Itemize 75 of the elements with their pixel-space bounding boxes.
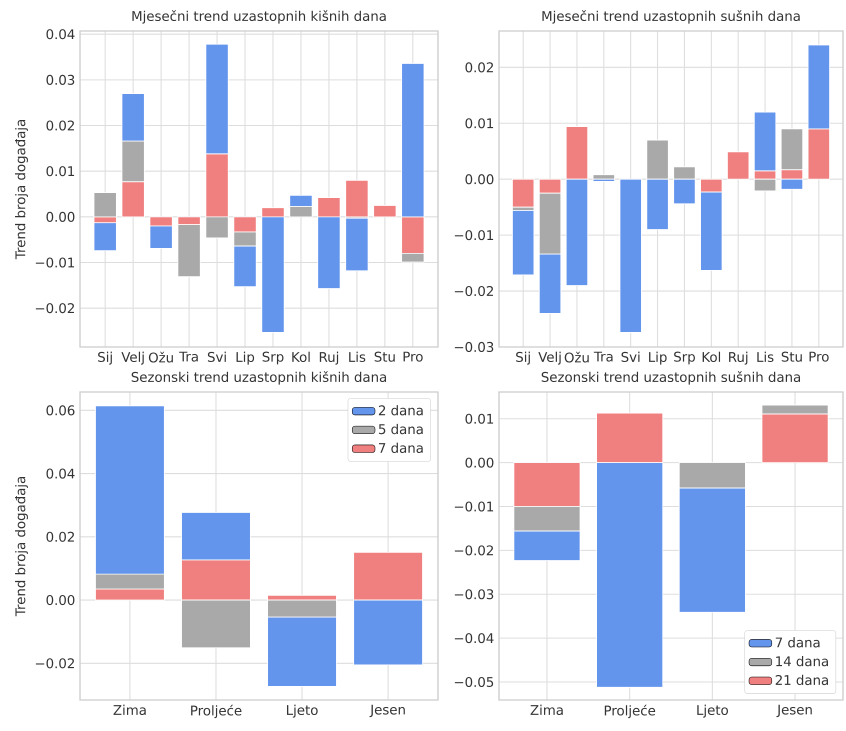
x-tick-label: Velj — [121, 352, 144, 365]
x-tick-label: Stu — [782, 352, 802, 362]
bar — [727, 151, 750, 180]
x-tick-label: Zima — [530, 704, 563, 716]
bar — [592, 178, 615, 182]
bar — [620, 178, 642, 333]
y-tick-label: 0.00 — [465, 458, 494, 468]
y-tick-label: 0.04 — [46, 468, 75, 479]
y-tick-label: 0.00 — [46, 595, 74, 606]
x-tick-label: Ožu — [564, 352, 589, 363]
x-tick-label: Svi — [208, 352, 226, 362]
bar — [512, 178, 534, 208]
legend-label: 2 dana — [378, 405, 423, 416]
x-tick-label: Ljeto — [697, 704, 728, 718]
y-tick-label: −0.04 — [454, 633, 494, 644]
chart-title: Sezonski trend uzastopnih kišnih dana — [132, 371, 386, 385]
chart-title: Mjesečni trend uzastopnih sušnih dana — [542, 10, 800, 24]
y-tick-label: 0.02 — [46, 532, 74, 542]
x-tick-label: Ruj — [320, 352, 338, 365]
y-tick-label: −0.02 — [454, 545, 493, 556]
x-tick-label: Pro — [810, 352, 829, 362]
chart-title: Mjesečni trend uzastopnih kišnih dana — [132, 10, 386, 24]
x-tick-label: Tra — [594, 352, 613, 362]
x-tick-label: Proljeće — [191, 704, 242, 718]
y-tick-label: 0.02 — [46, 120, 74, 131]
y-tick-label: 0.01 — [465, 118, 494, 128]
y-axis-title: Trend broja događaja — [15, 120, 28, 260]
x-tick-label: Ruj — [729, 352, 748, 365]
y-tick-label: −0.03 — [454, 589, 494, 600]
x-tick-label: Ožu — [148, 352, 173, 363]
x-tick-label: Jesen — [370, 704, 405, 718]
legend-label: 7 dana — [379, 442, 423, 453]
x-tick-label: Proljeće — [604, 704, 656, 718]
x-tick-label: Lip — [236, 352, 254, 365]
x-tick-label: Kol — [702, 352, 720, 362]
y-tick-label: −0.05 — [454, 676, 494, 688]
y-tick-label: 0.00 — [465, 174, 494, 184]
x-tick-label: Zima — [114, 704, 146, 716]
x-tick-label: Sij — [98, 352, 112, 365]
y-tick-label: 0.01 — [465, 414, 494, 424]
y-tick-label: −0.02 — [454, 286, 493, 296]
x-tick-label: Tra — [179, 352, 198, 362]
y-tick-label: 0.06 — [46, 405, 74, 416]
x-tick-label: Lip — [649, 352, 667, 365]
x-tick-label: Svi — [622, 352, 640, 362]
x-tick-label: Lis — [757, 352, 774, 362]
x-tick-label: Ljeto — [286, 704, 318, 718]
bar — [373, 205, 396, 218]
y-tick-label: −0.01 — [454, 230, 494, 240]
y-tick-label: −0.01 — [454, 501, 494, 512]
y-tick-label: −0.03 — [454, 342, 494, 352]
x-tick-label: Srp — [262, 352, 284, 364]
legend-label: 14 dana — [776, 656, 828, 666]
x-tick-label: Sij — [516, 352, 530, 365]
y-tick-label: 0.04 — [46, 29, 75, 40]
y-tick-label: 0.00 — [46, 212, 74, 222]
y-tick-label: 0.03 — [46, 74, 74, 85]
y-tick-label: 0.01 — [46, 166, 74, 176]
x-tick-label: Srp — [674, 352, 695, 364]
y-tick-label: 0.02 — [465, 62, 493, 72]
legend-label: 21 dana — [776, 674, 828, 686]
x-tick-label: Stu — [374, 352, 395, 362]
chart-title: Sezonski trend uzastopnih sušnih dana — [542, 371, 800, 385]
x-tick-label: Velj — [538, 352, 561, 365]
legend-label: 7 dana — [776, 637, 820, 648]
x-tick-label: Kol — [292, 352, 310, 362]
y-tick-label: −0.02 — [36, 658, 74, 668]
x-tick-label: Lis — [349, 352, 366, 362]
y-axis-title: Trend broja događaja — [15, 476, 28, 616]
legend-label: 5 dana — [378, 424, 423, 434]
x-tick-label: Jesen — [776, 704, 812, 718]
bar — [512, 210, 534, 276]
y-tick-label: −0.01 — [36, 257, 74, 268]
x-tick-label: Pro — [404, 352, 423, 362]
y-tick-label: −0.02 — [36, 303, 74, 314]
